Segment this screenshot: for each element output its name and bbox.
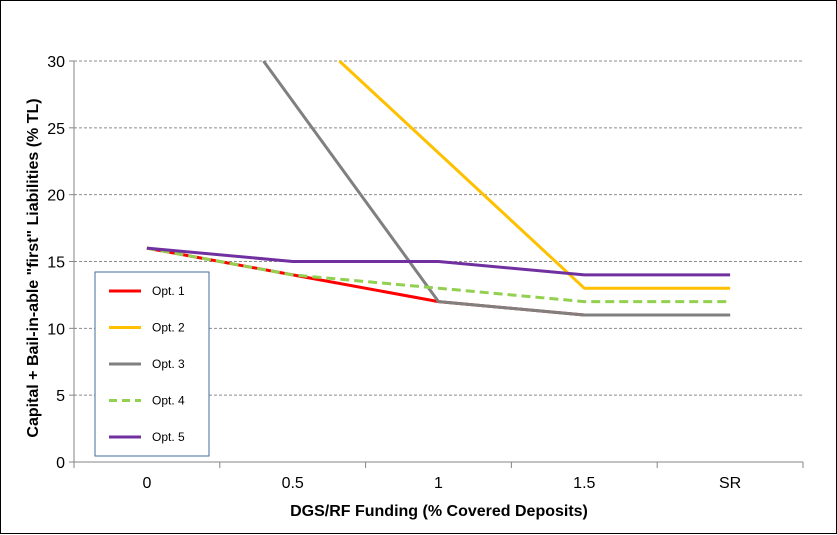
series-line-opt-5 xyxy=(146,246,731,277)
y-axis-label: Capital + Bail-in-able "first" Liabiliti… xyxy=(25,98,42,437)
legend-label-opt-2: Opt. 2 xyxy=(152,321,185,335)
legend: Opt. 1 Opt. 2 Opt. 3 Opt. 4 Opt. 5 xyxy=(94,271,210,457)
x-tick-label-2: 1 xyxy=(434,475,443,492)
series-line-opt-4 xyxy=(146,246,731,304)
y-tick-label-10: 10 xyxy=(47,321,65,338)
legend-label-opt-1: Opt. 1 xyxy=(152,284,185,298)
y-tick-label-25: 25 xyxy=(47,121,65,138)
x-axis-label: DGS/RF Funding (% Covered Deposits) xyxy=(290,503,588,520)
y-tick-label-0: 0 xyxy=(56,455,65,472)
y-tick-label-15: 15 xyxy=(47,255,65,272)
y-tick-label-30: 30 xyxy=(47,54,65,71)
x-tick-label-0: 0 xyxy=(142,475,151,492)
legend-label-opt-5: Opt. 5 xyxy=(152,430,185,444)
x-tick-label-1: 0.5 xyxy=(282,475,304,492)
y-tick-label-5: 5 xyxy=(56,388,65,405)
axes: 0 5 10 15 20 25 30 0 0.5 1 1.5 SR xyxy=(47,54,804,492)
x-tick-label-3: 1.5 xyxy=(573,475,595,492)
series-lines xyxy=(146,59,731,317)
legend-label-opt-3: Opt. 3 xyxy=(152,357,185,371)
y-tick-label-20: 20 xyxy=(47,188,65,205)
x-tick-label-4: SR xyxy=(719,475,741,492)
series-line-opt-2 xyxy=(338,59,731,290)
legend-box xyxy=(94,271,210,457)
series-line-opt-1 xyxy=(146,246,731,317)
legend-label-opt-4: Opt. 4 xyxy=(152,394,185,408)
series-line-opt-3 xyxy=(262,60,731,317)
